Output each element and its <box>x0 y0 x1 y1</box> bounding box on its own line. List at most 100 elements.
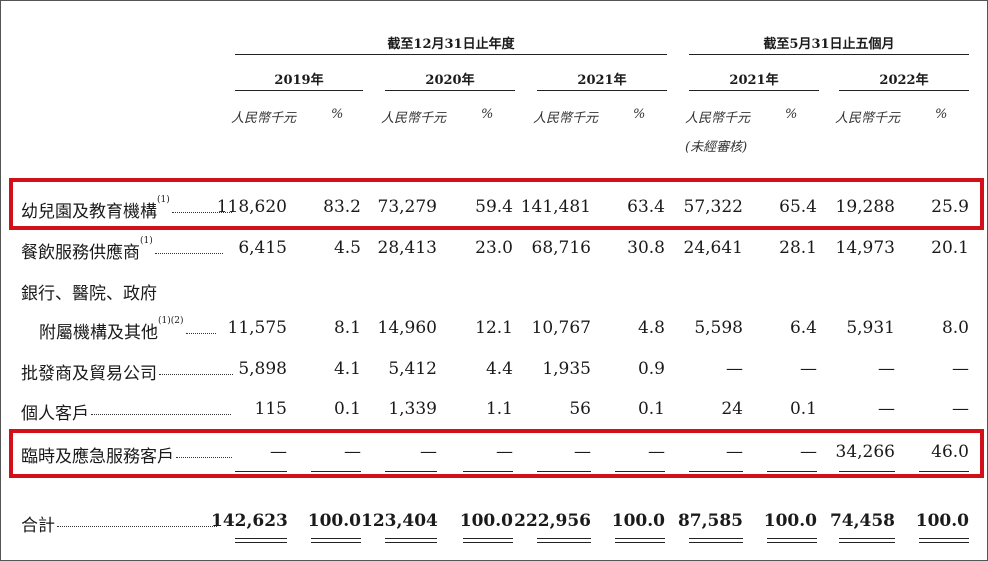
total-double-rule <box>615 538 665 539</box>
row-label-banks: 附屬機構及其他(1)(2) <box>39 316 216 343</box>
cell: — <box>574 442 591 462</box>
cell: — <box>270 442 287 462</box>
year-rule <box>235 90 363 91</box>
cell: 4.5 <box>333 238 361 258</box>
leader-dots <box>57 526 217 527</box>
year-header-2021-five-months: 2021年 <box>729 73 779 88</box>
cell: 57,322 <box>683 197 743 217</box>
cell: 56 <box>569 399 591 419</box>
row-label-text: 臨時及應急服務客戶 <box>21 447 174 467</box>
unit-rmb: 人民幣千元 <box>381 111 447 126</box>
subtotal-rule <box>689 471 743 472</box>
row-label-kindergartens: 幼兒園及教育機構(1) <box>21 195 232 222</box>
cell: 8.1 <box>333 318 361 338</box>
total-double-rule <box>311 538 361 539</box>
total-double-rule <box>919 542 969 543</box>
cell: 73,279 <box>377 197 437 217</box>
cell: — <box>344 442 361 462</box>
cell: 6.4 <box>789 318 817 338</box>
cell: 19,288 <box>835 197 895 217</box>
leader-dots <box>171 212 232 213</box>
cell: 20.1 <box>931 238 969 258</box>
cell: 0.1 <box>333 399 361 419</box>
unit-pct: % <box>935 107 948 122</box>
row-label-text: 合計 <box>21 516 55 536</box>
unit-rmb: 人民幣千元 <box>835 111 901 126</box>
cell: 12.1 <box>475 318 513 338</box>
cell: 11,575 <box>227 318 287 338</box>
cell: 28.1 <box>779 238 817 258</box>
subtotal-rule <box>919 471 969 472</box>
unit-pct: % <box>481 107 494 122</box>
year-rule <box>537 90 667 91</box>
cell: 34,266 <box>835 442 895 462</box>
cell: — <box>496 442 513 462</box>
row-label-text: 附屬機構及其他 <box>39 323 158 343</box>
unit-rmb: 人民幣千元 <box>685 111 751 126</box>
group-header-year-end: 截至12月31日止年度 <box>387 37 515 52</box>
cell: — <box>878 399 895 419</box>
cell: 23.0 <box>475 238 513 258</box>
cell: 1.1 <box>485 399 513 419</box>
leader-dots <box>185 333 216 334</box>
cell: 1,935 <box>542 359 591 379</box>
row-label-catering: 餐飲服務供應商(1) <box>21 236 223 263</box>
row-label-total: 合計 <box>21 511 217 536</box>
row-note: (1) <box>140 236 153 246</box>
cell: 4.4 <box>485 359 513 379</box>
unit-pct: % <box>331 107 344 122</box>
total-cell: 142,623 <box>211 511 288 531</box>
cell: — <box>648 442 665 462</box>
total-double-rule <box>919 538 969 539</box>
total-double-rule <box>463 542 513 543</box>
total-double-rule <box>767 542 817 543</box>
total-double-rule <box>537 538 591 539</box>
cell: 46.0 <box>931 442 969 462</box>
row-label-text: 餐飲服務供應商 <box>21 243 140 263</box>
subtotal-rule <box>537 471 591 472</box>
cell: 14,973 <box>835 238 895 258</box>
cell: — <box>726 442 743 462</box>
total-cell: 222,956 <box>514 511 591 531</box>
total-double-rule <box>235 542 287 543</box>
subtotal-rule <box>463 471 513 472</box>
cell: 24 <box>721 399 743 419</box>
subtotal-rule <box>839 471 895 472</box>
group-rule-five-months <box>689 54 969 55</box>
total-double-rule <box>235 538 287 539</box>
cell: 0.9 <box>637 359 665 379</box>
subtotal-rule <box>615 471 665 472</box>
total-double-rule <box>615 542 665 543</box>
cell: — <box>420 442 437 462</box>
row-label-text: 幼兒園及教育機構 <box>21 202 157 222</box>
cell: 63.4 <box>627 197 665 217</box>
total-double-rule <box>537 542 591 543</box>
cell: 68,716 <box>531 238 591 258</box>
row-label-banks-line1: 銀行、醫院、政府 <box>21 284 157 304</box>
total-cell: 100.0 <box>611 511 665 531</box>
row-note: (1) <box>157 195 170 205</box>
cell: 65.4 <box>779 197 817 217</box>
row-label-text: 個人客戶 <box>21 404 89 424</box>
year-header-2022-five-months: 2022年 <box>879 73 929 88</box>
cell: 8.0 <box>941 318 969 338</box>
total-double-rule <box>839 542 895 543</box>
total-cell: 100.0 <box>763 511 817 531</box>
total-double-rule <box>839 538 895 539</box>
unit-rmb: 人民幣千元 <box>231 111 297 126</box>
cell: 24,641 <box>683 238 743 258</box>
group-header-five-months: 截至5月31日止五個月 <box>763 37 895 52</box>
cell: 28,413 <box>377 238 437 258</box>
cell: — <box>952 359 969 379</box>
total-cell: 100.0 <box>459 511 513 531</box>
total-cell: 100.0 <box>307 511 361 531</box>
total-double-rule <box>311 542 361 543</box>
highlight-box-kindergartens <box>9 178 984 230</box>
unit-unaudited: (未經審核) <box>685 140 748 155</box>
cell: 59.4 <box>475 197 513 217</box>
unit-rmb: 人民幣千元 <box>533 111 599 126</box>
cell: 4.1 <box>333 359 361 379</box>
cell: 118,620 <box>216 197 287 217</box>
cell: 25.9 <box>931 197 969 217</box>
year-rule <box>839 90 969 91</box>
